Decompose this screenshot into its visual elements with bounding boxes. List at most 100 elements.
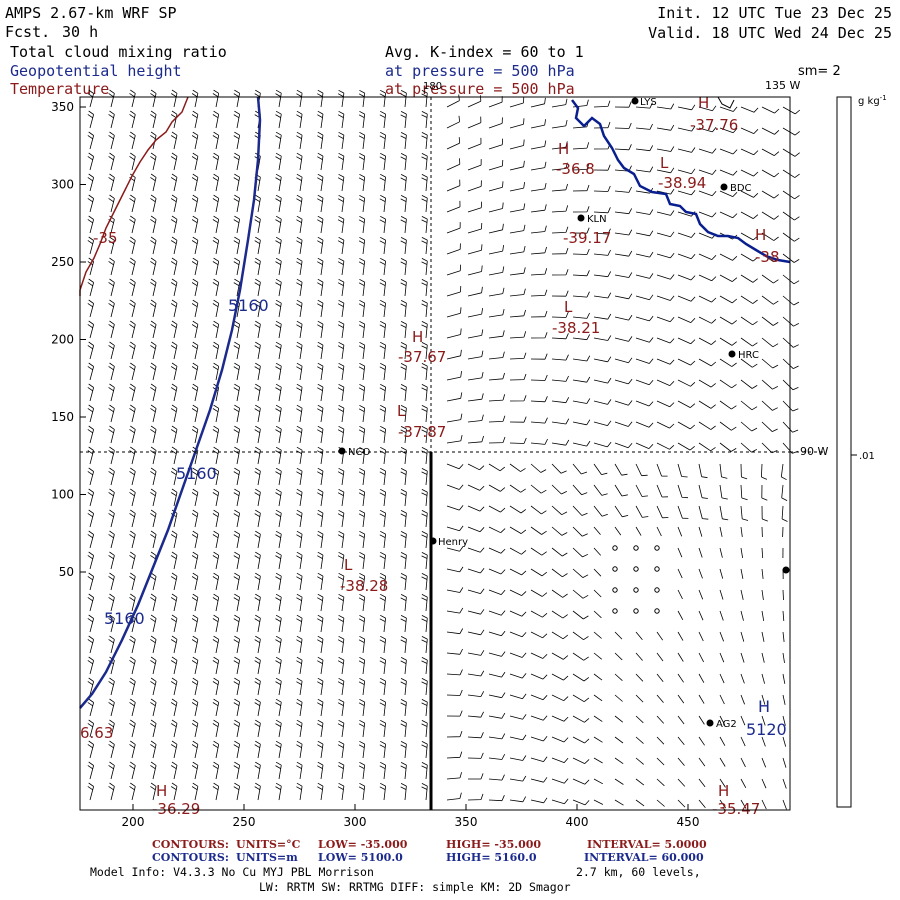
forecast-label: Fcst.	[5, 23, 50, 41]
wind-barb	[740, 610, 744, 621]
wind-barb	[379, 299, 386, 318]
wind-barb	[150, 299, 157, 318]
wind-barb	[254, 740, 261, 759]
wind-barb	[254, 614, 261, 633]
wind-barb	[296, 362, 303, 381]
wind-barb	[782, 379, 799, 391]
wind-barb	[740, 442, 757, 453]
wind-barb	[275, 110, 282, 129]
wind-barb	[421, 531, 428, 549]
wind-barb	[698, 421, 716, 430]
temperature-pressure: at pressure = 500 hPa	[385, 80, 575, 98]
wind-barb	[379, 635, 386, 654]
wind-barb	[275, 131, 282, 150]
wind-barb	[358, 656, 366, 675]
wind-barb	[233, 404, 240, 423]
wind-barb	[677, 589, 683, 600]
wind-barb	[467, 463, 485, 471]
wind-barb	[782, 358, 799, 369]
wind-barb	[509, 246, 526, 255]
wind-barb	[761, 316, 779, 326]
wind-barb	[254, 236, 261, 255]
wind-barb	[108, 782, 115, 801]
wind-barb	[635, 799, 645, 807]
wind-barb	[108, 299, 115, 318]
wind-barb	[275, 572, 282, 591]
wind-barb	[275, 215, 282, 234]
wind-barb	[656, 231, 675, 238]
wind-barb	[761, 106, 780, 114]
wind-barb	[170, 236, 178, 255]
wind-barb	[698, 358, 717, 367]
temp-value-3: -39.17	[563, 229, 611, 247]
legend-height-label: CONTOURS:	[152, 851, 229, 864]
wind-barb	[698, 778, 706, 788]
wind-barb	[108, 173, 115, 192]
wind-barb	[572, 589, 589, 599]
wind-barb	[421, 279, 428, 297]
wind-barb	[509, 775, 527, 782]
wind-barb	[761, 211, 779, 220]
wind-barb	[87, 131, 94, 150]
wind-barb	[358, 509, 366, 528]
wind-barb	[150, 782, 157, 801]
wind-barb	[446, 285, 462, 297]
wind-barb	[719, 400, 737, 410]
wind-barb	[379, 320, 386, 339]
wind-barb	[129, 719, 136, 738]
wind-barb	[108, 341, 115, 360]
wind-barb	[551, 568, 568, 578]
wind-barb	[87, 635, 94, 654]
wind-barb	[400, 216, 407, 234]
wind-barb	[614, 229, 633, 236]
wind-barb	[530, 183, 547, 192]
wind-barb	[551, 694, 569, 702]
wind-barb	[233, 257, 240, 276]
wind-barb	[635, 673, 644, 682]
temp-hl-11: H	[156, 782, 167, 800]
wind-barb	[467, 180, 482, 192]
wind-barb	[87, 110, 94, 129]
wind-barb	[572, 334, 591, 341]
wind-barb	[488, 484, 506, 492]
wind-barb	[530, 97, 546, 108]
wind-barb	[740, 463, 748, 480]
wind-barb	[572, 206, 590, 213]
wind-barb	[212, 467, 220, 486]
wind-barb	[740, 190, 759, 198]
wind-barb	[317, 131, 324, 150]
wind-barb	[572, 757, 590, 764]
legend-temp-low: LOW= -35.000	[318, 838, 408, 851]
wind-barb	[212, 614, 220, 633]
wind-barb	[275, 719, 282, 738]
wind-barb	[761, 190, 779, 199]
wind-barb	[740, 631, 745, 642]
wind-barb	[761, 463, 768, 480]
wind-barb	[467, 244, 483, 255]
coastline	[571, 99, 791, 264]
wind-barb	[254, 572, 261, 591]
wind-barb	[379, 719, 386, 738]
wind-barb	[254, 761, 261, 780]
wind-barb	[212, 488, 220, 507]
wind-barb	[87, 215, 94, 234]
wind-barb	[761, 379, 778, 390]
wind-barb	[275, 782, 282, 801]
legend-temp-label: CONTOURS:	[152, 838, 229, 851]
wind-barb	[379, 572, 386, 591]
temp-value-6: -37.67	[398, 348, 446, 366]
wind-barb	[761, 274, 779, 284]
wind-barb	[509, 331, 527, 339]
wind-barb	[467, 137, 482, 150]
wind-barb	[635, 166, 654, 173]
wind-barb	[677, 189, 696, 196]
calm-wind-marker	[612, 566, 618, 572]
wind-barb	[740, 106, 759, 113]
wind-barb	[509, 437, 527, 444]
height-value-2: 5160	[104, 609, 145, 628]
wind-barb	[467, 484, 485, 491]
wind-barb	[421, 132, 428, 150]
wind-barb	[530, 225, 547, 234]
wind-barb	[421, 153, 428, 171]
wind-barb	[719, 589, 724, 600]
